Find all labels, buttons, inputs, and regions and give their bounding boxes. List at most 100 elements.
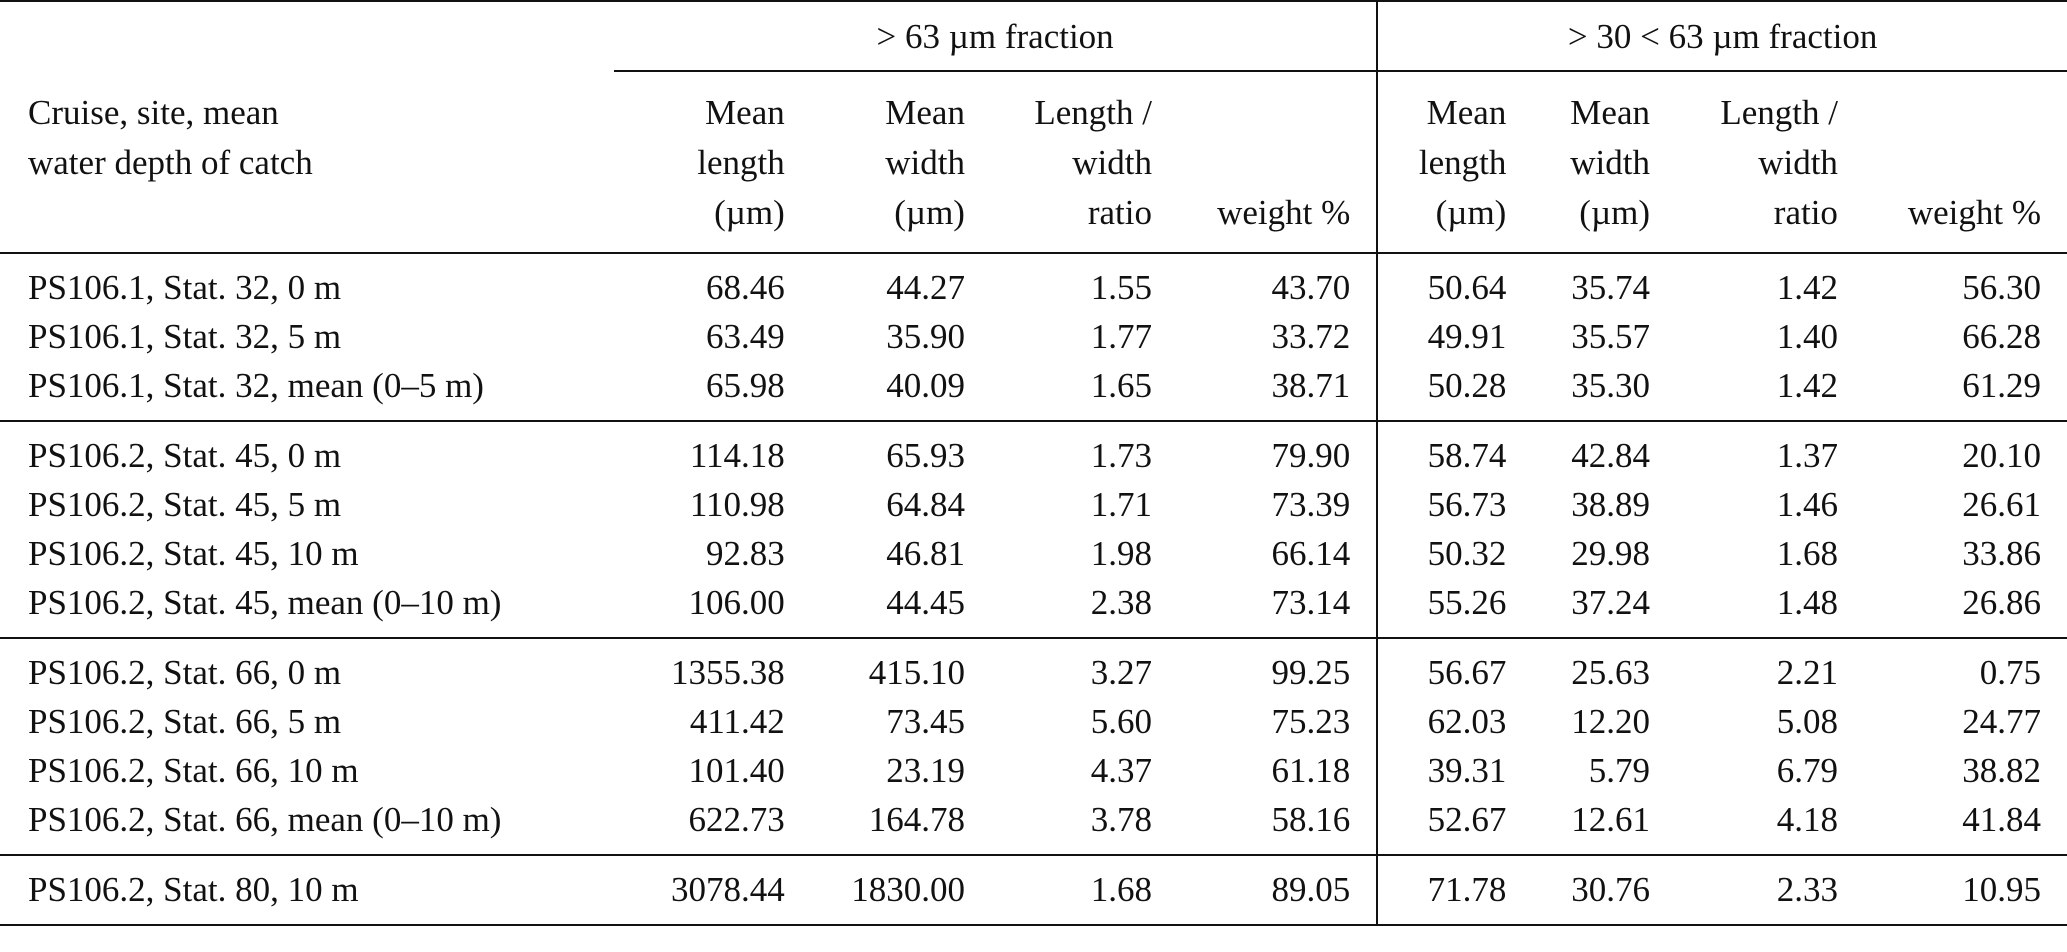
- table-cell: 79.90: [1271, 436, 1351, 475]
- column-header-weight-percent: weight %: [1152, 71, 1377, 253]
- table-cell: 42.84: [1571, 436, 1650, 475]
- table-cell: 75.23: [1271, 702, 1351, 741]
- column-header-line: ratio: [1087, 193, 1152, 232]
- column-header-row: Cruise, site, mean water depth of catch …: [0, 71, 2067, 253]
- table-block: PS106.2, Stat. 45, 0 m 114.18 65.93 1.73 79.…: [0, 421, 2067, 638]
- table-cell: 99.25: [1271, 653, 1351, 692]
- table-cell: 1830.00: [851, 870, 965, 909]
- table-cell: 55.26: [1376, 578, 1511, 638]
- table-cell: 37.24: [1571, 583, 1650, 622]
- table-cell: 26.86: [1962, 583, 2041, 622]
- column-header-line: [1838, 88, 2041, 138]
- table-cell: 2.38: [1090, 583, 1152, 622]
- table-cell: 52.67: [1376, 795, 1511, 855]
- table-cell: 73.39: [1271, 485, 1351, 524]
- column-header-line: Mean: [705, 93, 785, 132]
- table-cell: 5.60: [1090, 702, 1152, 741]
- column-header-length-width-ratio: Length / width ratio: [965, 71, 1152, 253]
- column-header-mean-width: Mean width (µm): [1510, 71, 1650, 253]
- table-cell: 6.79: [1776, 751, 1838, 790]
- table-cell: 23.19: [886, 751, 965, 790]
- table-cell: 1.55: [1090, 268, 1152, 307]
- column-header-weight-percent: weight %: [1838, 71, 2067, 253]
- row-label: PS106.1, Stat. 32, 5 m: [28, 317, 342, 356]
- column-header-line: Length /: [1720, 93, 1838, 132]
- table-cell: 44.45: [886, 583, 965, 622]
- table-cell: 12.61: [1571, 800, 1650, 839]
- table-cell: 50.32: [1376, 529, 1511, 578]
- table-cell: 56.30: [1962, 268, 2041, 307]
- row-label: PS106.1, Stat. 32, mean (0–5 m): [28, 366, 484, 405]
- table-cell: 164.78: [868, 800, 965, 839]
- column-header-line: [1152, 88, 1350, 138]
- table-cell: 35.57: [1571, 317, 1650, 356]
- table-cell: 24.77: [1962, 702, 2041, 741]
- column-header-line: weight %: [1217, 193, 1351, 232]
- table-cell: 106.00: [688, 583, 785, 622]
- table-cell: 1355.38: [671, 653, 785, 692]
- table-cell: 411.42: [689, 702, 785, 741]
- row-label: PS106.2, Stat. 45, 0 m: [28, 436, 342, 475]
- column-header-mean-width: Mean width (µm): [785, 71, 965, 253]
- column-header-line: width: [1758, 143, 1838, 182]
- table-cell: 49.91: [1376, 312, 1511, 361]
- table-cell: 114.18: [689, 436, 785, 475]
- column-header-mean-length: Mean length (µm): [1376, 71, 1511, 253]
- column-header-line: width: [1072, 143, 1152, 182]
- table-cell: 66.28: [1962, 317, 2041, 356]
- table-cell: 1.65: [1090, 366, 1152, 405]
- table-cell: 92.83: [706, 534, 785, 573]
- column-header-line: (µm): [1579, 193, 1650, 232]
- column-header-line: (µm): [714, 193, 785, 232]
- column-header-length-width-ratio: Length / width ratio: [1650, 71, 1838, 253]
- table-cell: 38.71: [1271, 366, 1351, 405]
- table-cell: 1.42: [1776, 268, 1838, 307]
- table-block: PS106.1, Stat. 32, 0 m 68.46 44.27 1.55 43.7…: [0, 253, 2067, 421]
- column-header-line: (µm): [1435, 193, 1507, 232]
- group-header-row: > 63 µm fraction > 30 < 63 µm fraction: [0, 0, 2067, 72]
- table-cell: 1.37: [1776, 436, 1838, 475]
- table-cell: 35.90: [886, 317, 965, 356]
- table-cell: 39.31: [1376, 746, 1511, 795]
- column-header-line: width: [885, 143, 965, 182]
- column-header-line: [1152, 138, 1350, 188]
- row-label-header-line: water depth of catch: [28, 143, 313, 182]
- table-cell: 62.03: [1376, 697, 1511, 746]
- table-cell: 38.82: [1962, 751, 2041, 790]
- table-cell: 58.16: [1271, 800, 1351, 839]
- table-cell: 0.75: [1979, 653, 2041, 692]
- table-cell: 65.98: [706, 366, 785, 405]
- table-cell: 4.18: [1776, 800, 1838, 839]
- row-label: PS106.2, Stat. 45, 10 m: [28, 534, 359, 573]
- table-cell: 44.27: [886, 268, 965, 307]
- table-cell: 4.37: [1090, 751, 1152, 790]
- table-cell: 415.10: [868, 653, 965, 692]
- table-row: PS106.2, Stat. 66, 10 m 101.40 23.19 4.37 61…: [0, 746, 2067, 795]
- table-cell: 65.93: [886, 436, 965, 475]
- column-header-line: Length /: [1034, 93, 1152, 132]
- table-cell: 1.98: [1090, 534, 1152, 573]
- row-label: PS106.2, Stat. 66, mean (0–10 m): [28, 800, 502, 839]
- table-cell: 66.14: [1271, 534, 1351, 573]
- table-cell: 71.78: [1376, 855, 1511, 925]
- table-cell: 1.73: [1090, 436, 1152, 475]
- table-cell: 68.46: [706, 268, 785, 307]
- table-cell: 35.74: [1571, 268, 1650, 307]
- table-cell: 3078.44: [671, 870, 785, 909]
- table-cell: 40.09: [886, 366, 965, 405]
- table-cell: 56.73: [1376, 480, 1511, 529]
- table-row: PS106.1, Stat. 32, 0 m 68.46 44.27 1.55 43.7…: [0, 253, 2067, 312]
- column-header-mean-length: Mean length (µm): [614, 71, 785, 253]
- table-cell: 33.72: [1271, 317, 1351, 356]
- column-header-line: Mean: [885, 93, 965, 132]
- column-header-line: ratio: [1773, 193, 1838, 232]
- table-cell: 622.73: [688, 800, 785, 839]
- table-cell: 73.45: [886, 702, 965, 741]
- table-cell: 50.28: [1376, 361, 1511, 421]
- table-cell: 61.29: [1962, 366, 2041, 405]
- table-cell: 46.81: [886, 534, 965, 573]
- table-cell: 56.67: [1376, 638, 1511, 697]
- table-cell: 1.48: [1776, 583, 1838, 622]
- table-cell: 10.95: [1962, 870, 2041, 909]
- table-cell: 50.64: [1376, 253, 1511, 312]
